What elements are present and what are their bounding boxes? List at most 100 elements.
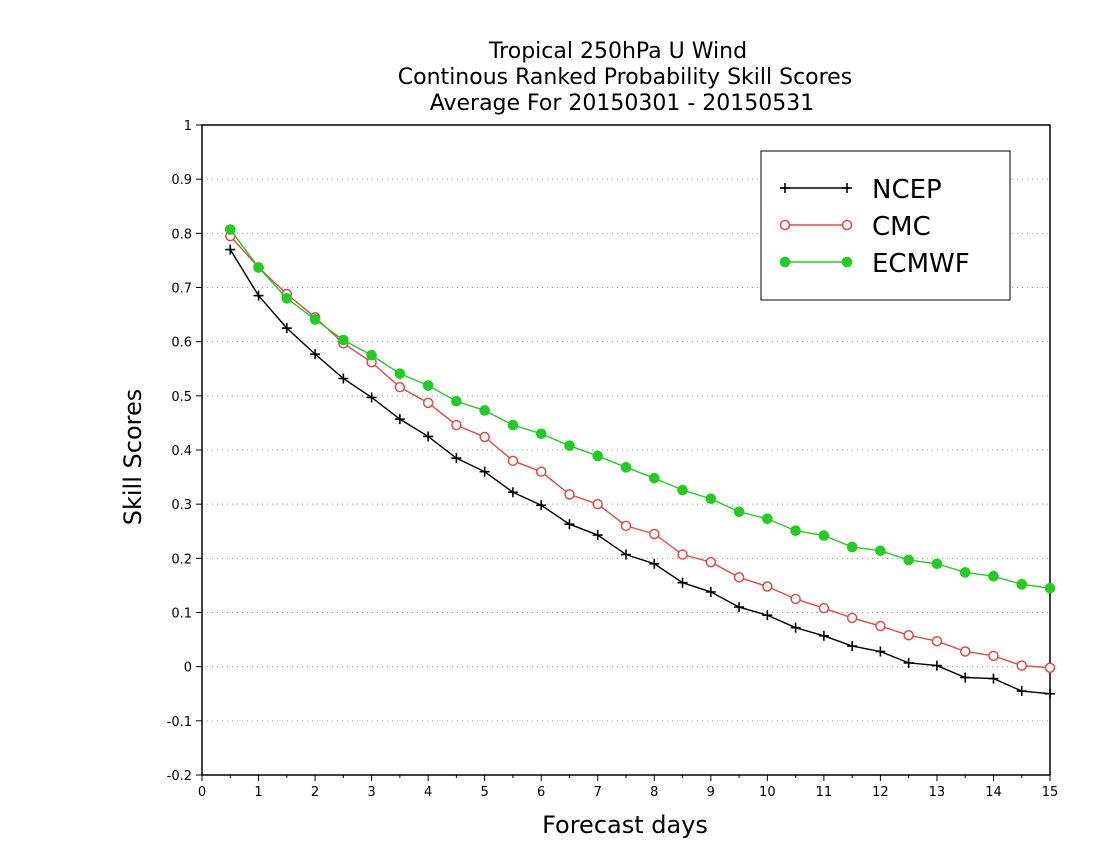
data-point-ncep bbox=[536, 500, 547, 511]
data-point-ecmwf bbox=[705, 493, 717, 505]
x-tick-label: 10 bbox=[759, 785, 776, 800]
data-point-cmc bbox=[451, 419, 462, 431]
data-point-cmc bbox=[762, 581, 773, 592]
data-point-ncep bbox=[734, 602, 745, 613]
data-point-cmc bbox=[564, 489, 575, 500]
x-tick-label: 14 bbox=[985, 785, 1002, 800]
data-point-ncep bbox=[338, 373, 349, 384]
data-point-ncep bbox=[592, 530, 603, 541]
data-point-ecmwf bbox=[366, 349, 377, 361]
data-point-ecmwf bbox=[790, 525, 801, 537]
data-point-cmc bbox=[931, 635, 943, 647]
data-point-ncep bbox=[1045, 688, 1055, 699]
data-point-ecmwf bbox=[1044, 582, 1056, 594]
data-point-ncep bbox=[705, 586, 716, 597]
y-tick-label: -0.1 bbox=[167, 715, 192, 730]
y-tick-label: 0.7 bbox=[171, 282, 192, 297]
data-point-ncep bbox=[931, 660, 942, 671]
data-point-ncep bbox=[225, 244, 236, 255]
x-tick-label: 3 bbox=[367, 785, 375, 800]
data-point-ncep bbox=[847, 641, 858, 652]
data-point-ncep bbox=[621, 549, 631, 560]
plot-frame bbox=[201, 124, 1051, 776]
data-point-ecmwf bbox=[451, 395, 462, 407]
data-point-cmc bbox=[988, 650, 999, 662]
legend-marker-left bbox=[779, 256, 791, 268]
data-point-cmc bbox=[479, 431, 490, 443]
data-point-cmc bbox=[959, 646, 971, 657]
data-point-cmc bbox=[394, 381, 406, 393]
data-point-ncep bbox=[394, 414, 405, 425]
data-point-ncep bbox=[310, 349, 321, 360]
data-point-ecmwf bbox=[875, 545, 886, 557]
y-tick-label: 0.5 bbox=[171, 390, 192, 405]
chart-title-line-2: Continous Ranked Probability Skill Score… bbox=[398, 65, 852, 90]
series-layer bbox=[224, 224, 1056, 699]
y-tick-label: 0.8 bbox=[171, 227, 192, 242]
data-point-ecmwf bbox=[535, 428, 547, 440]
data-point-ncep bbox=[507, 487, 518, 498]
data-point-ncep bbox=[988, 673, 999, 684]
legend-marker-left bbox=[779, 219, 791, 231]
y-tick-label: 0 bbox=[184, 661, 192, 676]
data-point-ncep bbox=[677, 577, 688, 588]
data-point-cmc bbox=[705, 556, 717, 568]
x-tick-label: 9 bbox=[707, 785, 715, 800]
data-point-ncep bbox=[423, 431, 434, 442]
chart-title-line-1: Tropical 250hPa U Wind bbox=[488, 39, 747, 64]
legend-marker-right bbox=[842, 183, 852, 193]
y-tick-label: 0.1 bbox=[171, 607, 192, 622]
data-point-cmc bbox=[1044, 662, 1056, 673]
data-point-cmc bbox=[677, 549, 688, 560]
data-point-cmc bbox=[507, 455, 519, 467]
data-point-cmc bbox=[1016, 660, 1027, 671]
data-point-ecmwf bbox=[959, 567, 971, 578]
legend-label-ncep: NCEP bbox=[872, 175, 942, 205]
chart-title-line-3: Average For 20150301 - 20150531 bbox=[430, 91, 815, 116]
x-axis-title: Forecast days bbox=[542, 811, 708, 839]
axes-layer: -0.2-0.100.10.20.30.40.50.60.70.80.910 1 2… bbox=[167, 119, 1059, 800]
data-point-ncep bbox=[790, 622, 801, 633]
data-point-ncep bbox=[960, 672, 971, 683]
data-point-ncep bbox=[1016, 686, 1027, 697]
y-tick-label: -0.2 bbox=[167, 769, 192, 784]
data-point-cmc bbox=[620, 520, 632, 532]
data-point-ecmwf bbox=[903, 554, 914, 566]
data-point-ecmwf bbox=[931, 558, 943, 570]
y-tick-label: 0.2 bbox=[171, 552, 192, 567]
legend: NCEP CMC ECMWF bbox=[760, 150, 1011, 301]
x-tick-label: 8 bbox=[650, 785, 658, 800]
data-point-ecmwf bbox=[818, 530, 830, 541]
x-tick-label: 13 bbox=[929, 785, 946, 800]
data-point-ncep bbox=[366, 392, 377, 403]
data-point-ecmwf bbox=[988, 570, 999, 582]
x-tick-label: 5 bbox=[481, 785, 489, 800]
data-point-ecmwf bbox=[394, 368, 406, 379]
series-ecmwf bbox=[224, 224, 1056, 594]
data-point-cmc bbox=[592, 498, 603, 510]
y-tick-label: 0.9 bbox=[171, 173, 192, 188]
y-tick-label: 0.6 bbox=[171, 336, 192, 351]
x-tick-label: 1 bbox=[254, 785, 262, 800]
legend-label-ecmwf: ECMWF bbox=[872, 249, 970, 279]
y-axis-title: Skill Scores bbox=[119, 389, 147, 526]
data-point-ncep bbox=[281, 323, 292, 334]
data-point-ecmwf bbox=[507, 419, 519, 431]
data-point-cmc bbox=[649, 528, 660, 540]
data-point-ecmwf bbox=[479, 405, 490, 416]
x-tick-label: 0 bbox=[198, 785, 206, 800]
data-point-ncep bbox=[649, 558, 660, 569]
data-point-cmc bbox=[846, 612, 858, 624]
series-line-cmc bbox=[229, 235, 1051, 669]
legend-entry-ecmwf: ECMWF bbox=[779, 249, 970, 279]
data-point-cmc bbox=[875, 620, 886, 632]
data-point-ncep bbox=[479, 466, 490, 477]
series-ncep bbox=[225, 244, 1055, 699]
legend-marker-right bbox=[841, 256, 853, 268]
data-point-ncep bbox=[253, 290, 264, 301]
data-point-ecmwf bbox=[422, 380, 434, 391]
y-tick-label: 0.4 bbox=[171, 444, 192, 459]
legend-marker-left bbox=[780, 183, 790, 193]
